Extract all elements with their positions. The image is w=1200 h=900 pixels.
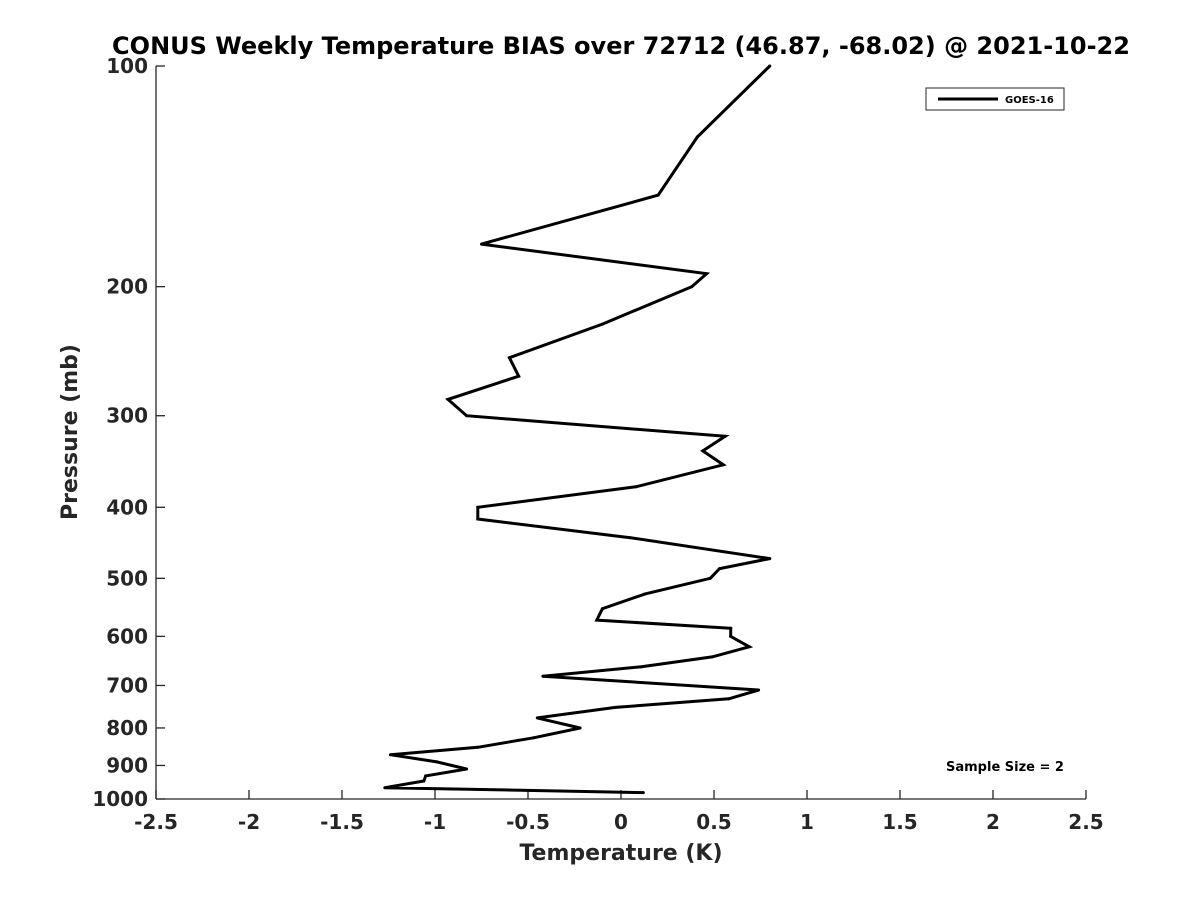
data-point [595, 618, 599, 622]
y-tick-label: 100 [106, 54, 148, 78]
data-point [690, 285, 694, 289]
data-point [517, 374, 521, 378]
data-point [747, 645, 751, 649]
data-point [641, 791, 645, 795]
x-ticks: -2.5 -2 -1.5 -1 -0.5 0 0.5 1 1.5 2 2.5 [134, 790, 1104, 834]
data-point [476, 517, 480, 521]
data-point [480, 242, 483, 246]
data-point [383, 786, 387, 790]
y-tick-label: 900 [106, 753, 148, 777]
data-point [507, 356, 511, 360]
y-tick-label: 600 [106, 624, 148, 648]
data-point [600, 607, 604, 611]
data-point [705, 272, 709, 276]
y-tick-label: 1000 [92, 787, 148, 811]
data-point [721, 463, 725, 467]
data-point [532, 736, 536, 740]
y-ticks: 100 200 300 400 500 600 700 800 900 1000 [92, 54, 165, 811]
y-axis-label: Pressure (mb) [58, 344, 83, 520]
data-point [708, 576, 712, 580]
x-tick-label: 1.5 [882, 810, 917, 834]
x-tick-label: -0.5 [506, 810, 550, 834]
data-point [476, 505, 480, 509]
y-tick-label: 400 [106, 495, 148, 519]
data-point [578, 726, 582, 730]
data-point [422, 779, 426, 783]
y-tick-label: 500 [106, 566, 148, 590]
x-tick-label: 1 [800, 810, 814, 834]
data-point [768, 557, 772, 561]
x-tick-label: 2 [986, 810, 1000, 834]
data-point [729, 634, 733, 638]
legend: GOES-16 [925, 87, 1065, 111]
data-point [640, 665, 643, 669]
data-point [710, 655, 714, 659]
x-tick-label: -1.5 [320, 810, 364, 834]
data-point [729, 626, 733, 630]
x-tick-label: -2 [238, 810, 260, 834]
chart-title: CONUS Weekly Temperature BIAS over 72712… [112, 32, 1130, 60]
data-point [643, 592, 647, 596]
data-point [465, 767, 469, 771]
data-point [446, 397, 450, 401]
data-point [718, 567, 722, 571]
y-tick-label: 700 [106, 673, 148, 697]
series-line-goes16 [384, 64, 771, 795]
data-point [634, 485, 638, 489]
data-point [435, 760, 439, 764]
data-point [757, 688, 761, 692]
data-point [723, 434, 727, 438]
y-tick-label: 800 [106, 716, 148, 740]
x-tick-label: -1 [424, 810, 446, 834]
y-tick-label: 200 [106, 275, 148, 299]
data-point [768, 64, 772, 68]
data-point [695, 135, 699, 139]
x-tick-label: 2.5 [1068, 810, 1103, 834]
data-point [656, 193, 660, 197]
data-point [727, 697, 731, 701]
sample-size-annotation: Sample Size = 2 [946, 760, 1064, 775]
data-point [388, 753, 392, 757]
data-point [613, 705, 617, 709]
legend-label-goes16: GOES-16 [1005, 95, 1054, 106]
x-axis-label: Temperature (K) [519, 841, 722, 866]
x-tick-label: 0 [614, 810, 628, 834]
x-tick-label: -2.5 [134, 810, 178, 834]
y-tick-label: 300 [106, 404, 148, 428]
data-point [541, 674, 545, 678]
x-tick-label: 0.5 [696, 810, 731, 834]
data-point [701, 449, 705, 453]
data-point [535, 716, 539, 720]
data-point [628, 536, 632, 540]
data-point [476, 745, 480, 749]
data-point [465, 414, 469, 418]
data-point [424, 774, 428, 778]
series-group [383, 64, 772, 795]
data-point [600, 322, 604, 326]
